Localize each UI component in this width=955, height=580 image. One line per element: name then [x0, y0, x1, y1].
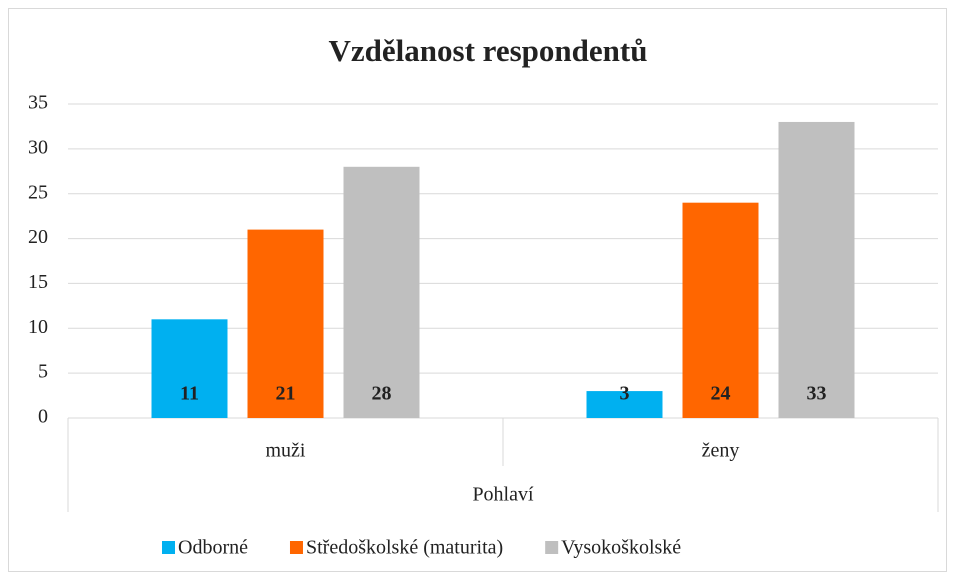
- data-label: 11: [180, 383, 199, 405]
- data-label: 21: [276, 383, 296, 405]
- legend-swatch: [162, 541, 175, 554]
- y-tick-label: 25: [28, 181, 48, 203]
- y-tick-label: 10: [28, 316, 48, 338]
- legend-label: Odborné: [178, 537, 248, 559]
- data-label: 3: [620, 383, 630, 405]
- y-tick-label: 15: [28, 271, 48, 293]
- x-tick-label: ženy: [702, 440, 740, 462]
- data-label: 33: [807, 383, 827, 405]
- y-tick-label: 5: [38, 361, 48, 383]
- legend-swatch: [545, 541, 559, 554]
- chart-title: Vzdělanost respondentů: [329, 33, 648, 68]
- bar: [247, 229, 324, 418]
- bar: [586, 391, 663, 418]
- y-tick-label: 30: [28, 136, 48, 158]
- y-tick-label: 20: [28, 226, 48, 248]
- bar: [151, 319, 228, 418]
- y-tick-label: 0: [38, 406, 48, 428]
- data-label: 28: [372, 383, 392, 405]
- x-axis-label: Pohlaví: [472, 484, 534, 506]
- bar: [682, 202, 759, 418]
- x-tick-label: muži: [266, 440, 306, 462]
- bar: [778, 121, 855, 418]
- y-tick-label: 35: [28, 92, 48, 114]
- bar: [343, 166, 420, 418]
- legend-label: Vysokoškolské: [561, 537, 681, 559]
- data-label: 24: [711, 383, 731, 405]
- legend-label: Středoškolské (maturita): [306, 537, 503, 559]
- legend-swatch: [289, 541, 303, 554]
